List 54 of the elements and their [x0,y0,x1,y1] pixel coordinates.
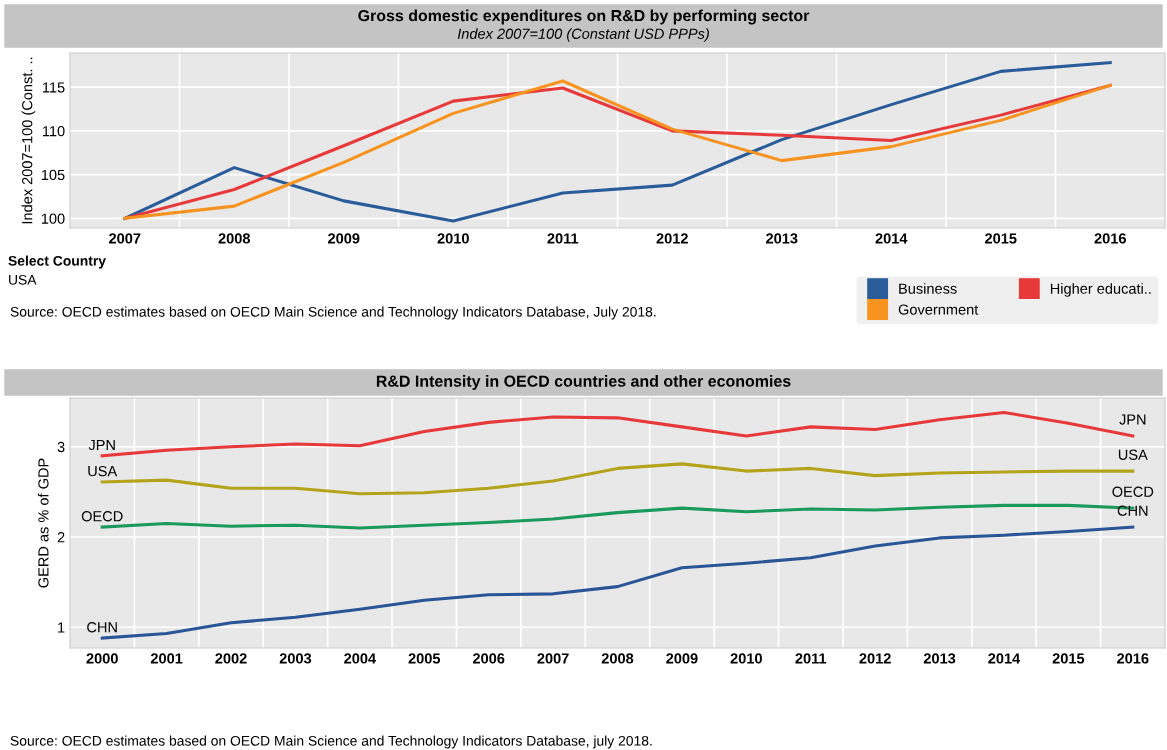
x-tick-label: 2004 [344,653,376,664]
x-tick-label: 2013 [766,233,798,244]
x-tick-label: 2010 [437,233,469,244]
x-tick-label: 2016 [1094,233,1126,244]
y-axis-title: GERD as % of GDP [37,458,49,588]
y-tick-label: 115 [43,82,65,93]
y-tick-label: 1 [58,622,65,633]
x-tick-label: 2005 [408,653,441,664]
x-tick-label: 2002 [215,653,247,664]
y-tick-label: 3 [57,441,65,453]
x-tick-label: 2014 [875,233,908,244]
series-label: USA [88,465,118,477]
x-tick-label: 2000 [86,653,118,664]
x-tick-label: 2010 [730,653,762,664]
x-tick-label: 2014 [988,653,1021,664]
legend-label: Government [898,304,979,315]
source-note: Source: OECD estimates based on OECD Main Science and Technology Indicators Database, july 2018. [10,735,652,749]
x-tick-label: 2016 [1117,653,1149,664]
chart-title: Gross domestic expenditures on R&D by performing sector [358,9,810,25]
x-tick-label: 2015 [1052,653,1085,664]
y-tick-label: 105 [41,169,65,181]
x-tick-label: 2009 [328,233,360,244]
chart-title: R&D Intensity in OECD countries and other economies [376,375,791,390]
y-tick-label: 100 [41,213,65,224]
x-tick-label: 2008 [218,233,251,244]
chart-subtitle: Index 2007=100 (Constant USD PPPs) [457,28,709,42]
source-note: Source: OECD estimates based on OECD Main Science and Technology Indicators Database, July 2018. [10,306,656,320]
series-label: JPN [88,439,115,451]
text: CHN [1117,505,1148,516]
x-tick-label: 2006 [472,653,505,664]
y-tick-label: 2 [57,532,65,543]
text: OECD [1112,486,1154,497]
text: USA [9,274,37,285]
x-tick-label: 2012 [859,653,891,664]
series-label: CHN [87,622,117,633]
x-tick-label: 2013 [923,653,956,664]
x-tick-label: 2007 [537,653,569,664]
series-label: OECD [81,511,123,522]
y-axis-title: Index 2007=100 (Const. .. [21,57,36,224]
x-tick-label: 2011 [547,233,579,244]
text: USA [1118,449,1148,460]
y-tick-label: 110 [43,125,65,137]
x-tick-label: 2008 [601,653,634,664]
x-tick-label: 2012 [656,233,688,244]
legend-label: Higher educati.. [1050,283,1151,297]
x-tick-label: 2011 [795,653,827,664]
x-tick-label: 2007 [109,233,141,244]
x-tick-label: 2015 [985,233,1017,244]
x-tick-label: 2001 [150,653,183,664]
legend-label: Business [899,283,957,294]
x-tick-label: 2003 [279,653,312,664]
x-tick-label: 2009 [666,653,698,664]
text: JPN [1119,414,1146,425]
text: Select Country [8,255,106,269]
